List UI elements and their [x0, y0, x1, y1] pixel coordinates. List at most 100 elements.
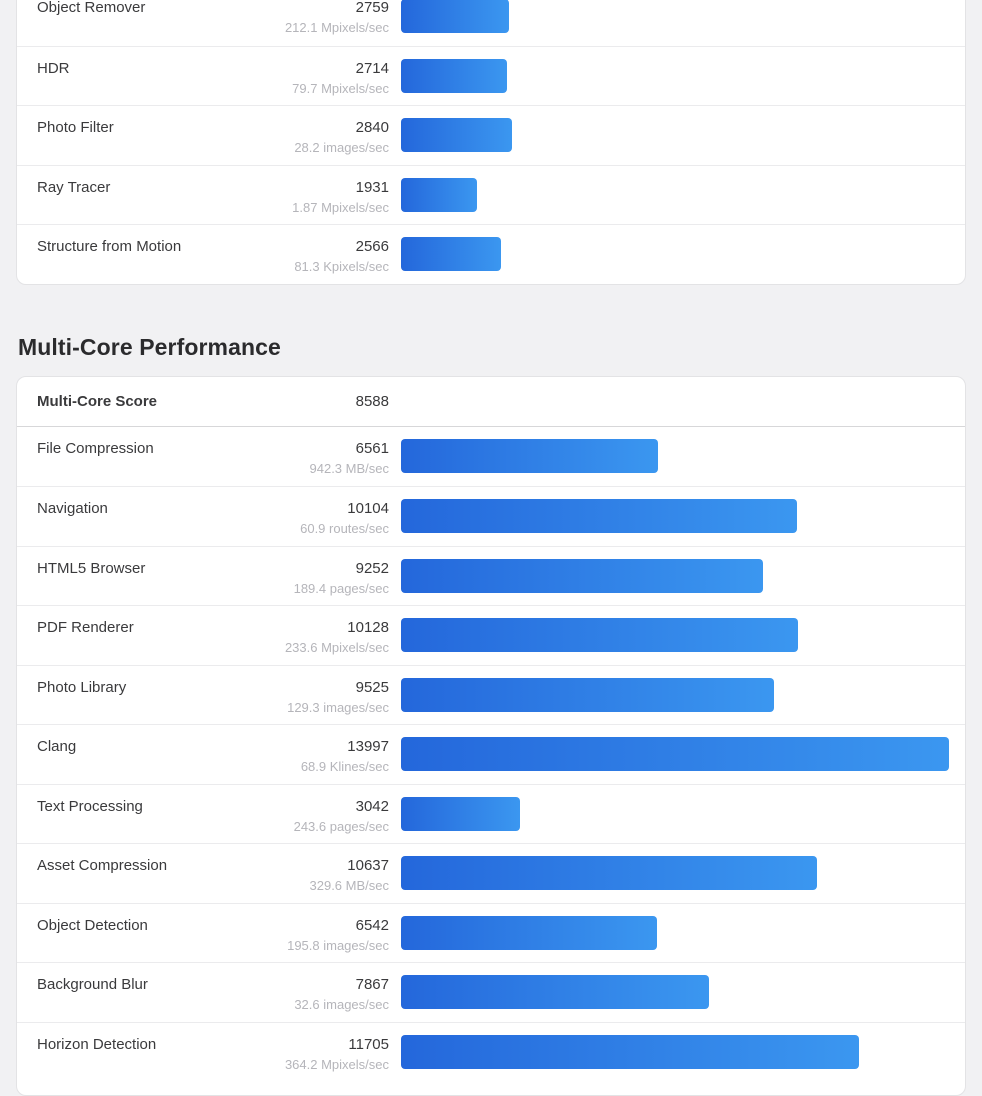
benchmark-label: HDR — [17, 47, 257, 106]
benchmark-bar-track — [389, 963, 965, 1022]
benchmark-bar-track — [389, 47, 965, 106]
benchmark-score-block: 9252 189.4 pages/sec — [257, 547, 389, 606]
benchmark-row: Object Detection 6542 195.8 images/sec — [17, 903, 965, 963]
score-summary-row: Multi-Core Score 8588 — [17, 377, 965, 427]
benchmark-score: 9525 — [257, 679, 389, 697]
benchmark-score: 2840 — [257, 119, 389, 137]
benchmark-score: 1931 — [257, 179, 389, 197]
benchmark-bar-track — [389, 427, 965, 487]
multi-core-table: Multi-Core Score 8588 File Compression 6… — [16, 376, 966, 1096]
benchmark-score-block: 10104 60.9 routes/sec — [257, 487, 389, 546]
benchmark-row: Ray Tracer 1931 1.87 Mpixels/sec — [17, 165, 965, 225]
multi-core-section-heading: Multi-Core Performance — [16, 333, 966, 361]
benchmark-bar — [401, 499, 797, 533]
benchmark-row: Background Blur 7867 32.6 images/sec — [17, 962, 965, 1022]
benchmark-rate: 233.6 Mpixels/sec — [257, 638, 389, 657]
benchmark-row: Text Processing 3042 243.6 pages/sec — [17, 784, 965, 844]
benchmark-rate: 60.9 routes/sec — [257, 519, 389, 538]
benchmark-bar — [401, 118, 512, 152]
benchmark-bar — [401, 678, 774, 712]
benchmark-score-block: 2759 212.1 Mpixels/sec — [257, 0, 389, 46]
benchmark-rate: 68.9 Klines/sec — [257, 757, 389, 776]
benchmark-row: Photo Filter 2840 28.2 images/sec — [17, 105, 965, 165]
benchmark-score: 2714 — [257, 60, 389, 78]
benchmark-label: PDF Renderer — [17, 606, 257, 665]
single-core-table: Object Remover 2759 212.1 Mpixels/sec HD… — [16, 0, 966, 285]
benchmark-bar — [401, 737, 949, 771]
benchmark-row: HTML5 Browser 9252 189.4 pages/sec — [17, 546, 965, 606]
benchmark-bar — [401, 856, 817, 890]
benchmark-row: File Compression 6561 942.3 MB/sec — [17, 427, 965, 487]
benchmark-bar — [401, 916, 657, 950]
benchmark-score: 10637 — [257, 857, 389, 875]
benchmark-row: HDR 2714 79.7 Mpixels/sec — [17, 46, 965, 106]
benchmark-score: 2759 — [257, 0, 389, 17]
benchmark-bar — [401, 618, 798, 652]
benchmark-rate: 364.2 Mpixels/sec — [257, 1055, 389, 1074]
benchmark-score-block: 3042 243.6 pages/sec — [257, 785, 389, 844]
benchmark-score-block: 2714 79.7 Mpixels/sec — [257, 47, 389, 106]
benchmark-rate: 195.8 images/sec — [257, 936, 389, 955]
benchmark-rate: 212.1 Mpixels/sec — [257, 18, 389, 37]
benchmark-score-block: 1931 1.87 Mpixels/sec — [257, 166, 389, 225]
benchmark-row: Asset Compression 10637 329.6 MB/sec — [17, 843, 965, 903]
benchmark-score: 13997 — [257, 738, 389, 756]
benchmark-bar — [401, 0, 509, 33]
benchmark-label: Horizon Detection — [17, 1023, 257, 1082]
benchmark-bar-track — [389, 547, 965, 606]
benchmark-row: Object Remover 2759 212.1 Mpixels/sec — [17, 0, 965, 46]
benchmark-rate: 81.3 Kpixels/sec — [257, 257, 389, 276]
benchmark-bar-track — [389, 904, 965, 963]
benchmark-rate: 942.3 MB/sec — [257, 459, 389, 478]
benchmark-bar-track — [389, 1023, 965, 1082]
multi-core-rows: File Compression 6561 942.3 MB/sec Navig… — [17, 427, 965, 1082]
benchmark-score: 2566 — [257, 238, 389, 256]
benchmark-label: File Compression — [17, 427, 257, 487]
benchmark-bar-track — [389, 106, 965, 165]
benchmark-bar-track — [389, 0, 965, 46]
benchmark-score-block: 6542 195.8 images/sec — [257, 904, 389, 963]
benchmark-label: Asset Compression — [17, 844, 257, 903]
benchmark-row: Structure from Motion 2566 81.3 Kpixels/… — [17, 224, 965, 284]
benchmark-score-block: 9525 129.3 images/sec — [257, 666, 389, 725]
benchmark-score-block: 10128 233.6 Mpixels/sec — [257, 606, 389, 665]
benchmark-label: Ray Tracer — [17, 166, 257, 225]
benchmark-score-block: 7867 32.6 images/sec — [257, 963, 389, 1022]
benchmark-row: Navigation 10104 60.9 routes/sec — [17, 486, 965, 546]
benchmark-score: 6561 — [257, 440, 389, 458]
benchmark-bar-track — [389, 487, 965, 546]
benchmark-bar — [401, 559, 763, 593]
benchmark-bar-track — [389, 666, 965, 725]
benchmark-score: 3042 — [257, 798, 389, 816]
benchmark-row: Photo Library 9525 129.3 images/sec — [17, 665, 965, 725]
benchmark-score-block: 2566 81.3 Kpixels/sec — [257, 225, 389, 284]
benchmark-bar — [401, 1035, 859, 1069]
benchmark-bar-track — [389, 725, 965, 784]
benchmark-score: 6542 — [257, 917, 389, 935]
benchmark-rate: 243.6 pages/sec — [257, 817, 389, 836]
benchmark-bar — [401, 797, 520, 831]
benchmark-score-block: 2840 28.2 images/sec — [257, 106, 389, 165]
benchmark-score-block: 11705 364.2 Mpixels/sec — [257, 1023, 389, 1082]
single-core-rows: Object Remover 2759 212.1 Mpixels/sec HD… — [17, 0, 965, 284]
benchmark-bar — [401, 439, 658, 473]
benchmark-rate: 329.6 MB/sec — [257, 876, 389, 895]
benchmark-rate: 1.87 Mpixels/sec — [257, 198, 389, 217]
benchmark-rate: 189.4 pages/sec — [257, 579, 389, 598]
score-summary-label: Multi-Core Score — [17, 393, 257, 410]
benchmark-score-block: 13997 68.9 Klines/sec — [257, 725, 389, 784]
benchmark-rate: 32.6 images/sec — [257, 995, 389, 1014]
score-summary-value: 8588 — [257, 393, 389, 410]
benchmark-score: 7867 — [257, 976, 389, 994]
benchmark-score: 10128 — [257, 619, 389, 637]
benchmark-rate: 129.3 images/sec — [257, 698, 389, 717]
benchmark-bar — [401, 975, 709, 1009]
benchmark-rate: 79.7 Mpixels/sec — [257, 79, 389, 98]
benchmark-label: Text Processing — [17, 785, 257, 844]
benchmark-row: Horizon Detection 11705 364.2 Mpixels/se… — [17, 1022, 965, 1082]
benchmark-row: Clang 13997 68.9 Klines/sec — [17, 724, 965, 784]
benchmark-row: PDF Renderer 10128 233.6 Mpixels/sec — [17, 605, 965, 665]
benchmark-bar — [401, 237, 501, 271]
benchmark-bar-track — [389, 225, 965, 284]
